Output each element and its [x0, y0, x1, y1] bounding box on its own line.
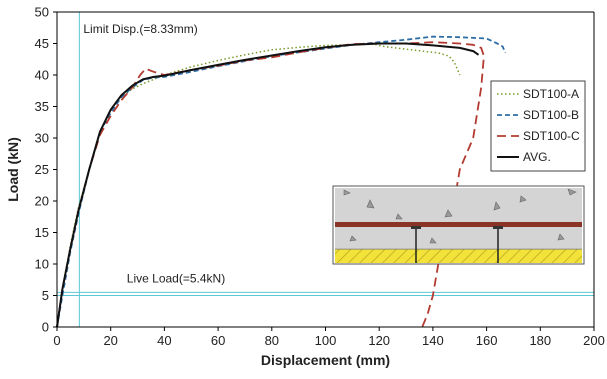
y-tick-label: 25: [35, 162, 49, 177]
legend-label: SDT100-C: [523, 129, 580, 143]
x-tick-label: 60: [211, 333, 225, 348]
legend: SDT100-A SDT100-B SDT100-C AVG.: [490, 80, 586, 172]
y-tick-label: 40: [35, 68, 49, 83]
x-tick-label: 0: [53, 333, 60, 348]
connector-head-left: [411, 226, 421, 229]
reference-lines: [57, 12, 594, 327]
slab-cross-section-inset: [332, 185, 585, 265]
y-tick-label: 50: [35, 5, 49, 20]
series-line-avg-: [56, 42, 480, 328]
live-load-label: Live Load(=5.4kN): [127, 271, 225, 285]
x-tick-label: 140: [422, 333, 444, 348]
y-axis-title: Load (kN): [5, 137, 21, 202]
legend-label: SDT100-A: [523, 87, 579, 101]
limit-displacement-label: Limit Disp.(=8.33mm): [83, 22, 197, 36]
y-ticks: 0 5 10 15 20 25 30 35 40 45 50: [35, 5, 57, 335]
legend-label: SDT100-B: [523, 108, 579, 122]
x-tick-label: 80: [265, 333, 279, 348]
x-tick-label: 160: [476, 333, 498, 348]
steel-plate: [335, 222, 582, 227]
insulation-layer: [335, 249, 582, 263]
y-tick-label: 35: [35, 99, 49, 114]
x-ticks: 0 20 40 60 80 100 120 140 160 180 200: [53, 327, 605, 348]
y-tick-label: 20: [35, 194, 49, 209]
y-tick-label: 5: [42, 288, 49, 303]
x-axis-title: Displacement (mm): [261, 352, 390, 368]
series-line-sdt100-c: [56, 41, 485, 328]
y-tick-label: 45: [35, 36, 49, 51]
x-tick-label: 120: [368, 333, 390, 348]
x-tick-label: 100: [315, 333, 337, 348]
concrete-layer: [335, 188, 582, 248]
axes: 0 20 40 60 80 100 120 140 160 180 200 0 5 10 15 20 25 30…: [35, 5, 605, 349]
x-tick-label: 180: [529, 333, 551, 348]
legend-items: SDT100-A SDT100-B SDT100-C AVG.: [497, 87, 580, 164]
x-tick-label: 40: [157, 333, 171, 348]
x-tick-label: 20: [103, 333, 117, 348]
live-load-lines: [57, 291, 594, 296]
aggregate-marks: [343, 188, 577, 244]
y-tick-label: 0: [42, 320, 49, 335]
x-tick-label: 200: [583, 333, 605, 348]
series-layer: [56, 35, 507, 328]
y-tick-label: 30: [35, 131, 49, 146]
legend-label: AVG.: [523, 150, 551, 164]
y-tick-label: 15: [35, 225, 49, 240]
series-line-sdt100-b: [56, 35, 507, 328]
y-tick-label: 10: [35, 257, 49, 272]
connector-head-right: [493, 226, 503, 229]
